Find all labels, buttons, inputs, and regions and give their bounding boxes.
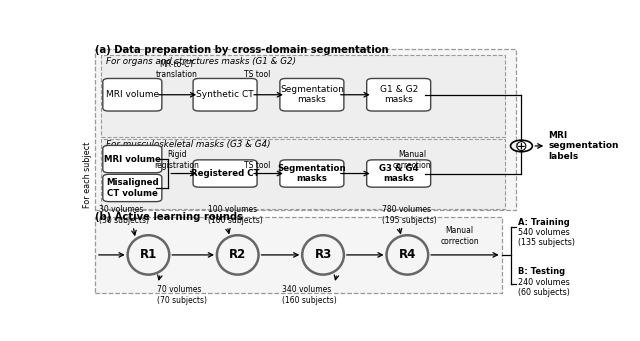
- FancyBboxPatch shape: [367, 160, 431, 187]
- Text: A: Training: A: Training: [518, 218, 570, 226]
- Text: 540 volumes
(135 subjects): 540 volumes (135 subjects): [518, 228, 575, 247]
- Text: (a) Data preparation by cross-domain segmentation: (a) Data preparation by cross-domain seg…: [95, 45, 388, 55]
- Text: 340 volumes
(160 subjects): 340 volumes (160 subjects): [282, 285, 337, 305]
- FancyBboxPatch shape: [101, 138, 505, 209]
- Text: B: Testing: B: Testing: [518, 267, 566, 277]
- Text: R1: R1: [140, 248, 157, 262]
- Text: MRI
segmentation
labels: MRI segmentation labels: [548, 131, 619, 161]
- FancyBboxPatch shape: [103, 145, 162, 173]
- Text: TS tool: TS tool: [244, 70, 271, 79]
- Text: R3: R3: [314, 248, 332, 262]
- FancyBboxPatch shape: [103, 174, 162, 202]
- Text: R4: R4: [399, 248, 416, 262]
- Text: G1 & G2
masks: G1 & G2 masks: [380, 85, 418, 104]
- Text: Segmentation
masks: Segmentation masks: [280, 85, 344, 104]
- Text: Manual
correction: Manual correction: [393, 150, 431, 169]
- Text: MR-to-CT
translation: MR-to-CT translation: [156, 60, 198, 79]
- Text: 240 volumes
(60 subjects): 240 volumes (60 subjects): [518, 278, 570, 297]
- FancyBboxPatch shape: [101, 55, 505, 137]
- Text: 70 volumes
(70 subjects): 70 volumes (70 subjects): [157, 285, 207, 305]
- FancyBboxPatch shape: [280, 78, 344, 111]
- FancyBboxPatch shape: [367, 78, 431, 111]
- FancyBboxPatch shape: [280, 160, 344, 187]
- Text: Registered CT: Registered CT: [191, 169, 259, 178]
- Text: Synthetic CT: Synthetic CT: [196, 90, 254, 99]
- Text: R2: R2: [229, 248, 246, 262]
- FancyBboxPatch shape: [193, 78, 257, 111]
- Text: ⊕: ⊕: [515, 138, 528, 153]
- Text: MRI volume: MRI volume: [106, 90, 159, 99]
- Text: G3 & G4
masks: G3 & G4 masks: [379, 164, 419, 183]
- Text: Rigid
registration: Rigid registration: [154, 150, 199, 169]
- FancyBboxPatch shape: [95, 49, 516, 210]
- Text: 30 volumes
(30 subjects): 30 volumes (30 subjects): [99, 205, 149, 225]
- Text: Segmentation
masks: Segmentation masks: [278, 164, 346, 183]
- Text: For each subject: For each subject: [83, 142, 92, 208]
- Text: Misaligned
CT volume: Misaligned CT volume: [106, 178, 159, 198]
- FancyBboxPatch shape: [103, 78, 162, 111]
- Text: For organs and structures masks (G1 & G2): For organs and structures masks (G1 & G2…: [106, 57, 296, 66]
- FancyBboxPatch shape: [95, 217, 502, 293]
- Text: (b) Active learning rounds: (b) Active learning rounds: [95, 212, 243, 222]
- Text: Manual
correction: Manual correction: [440, 226, 479, 246]
- FancyBboxPatch shape: [193, 160, 257, 187]
- Text: For musculoskeletal masks (G3 & G4): For musculoskeletal masks (G3 & G4): [106, 140, 270, 149]
- Text: MRI volume: MRI volume: [104, 154, 161, 164]
- Text: 100 volumes
(100 subjects): 100 volumes (100 subjects): [208, 205, 262, 225]
- Text: TS tool: TS tool: [244, 161, 271, 169]
- Text: 780 volumes
(195 subjects): 780 volumes (195 subjects): [381, 205, 436, 225]
